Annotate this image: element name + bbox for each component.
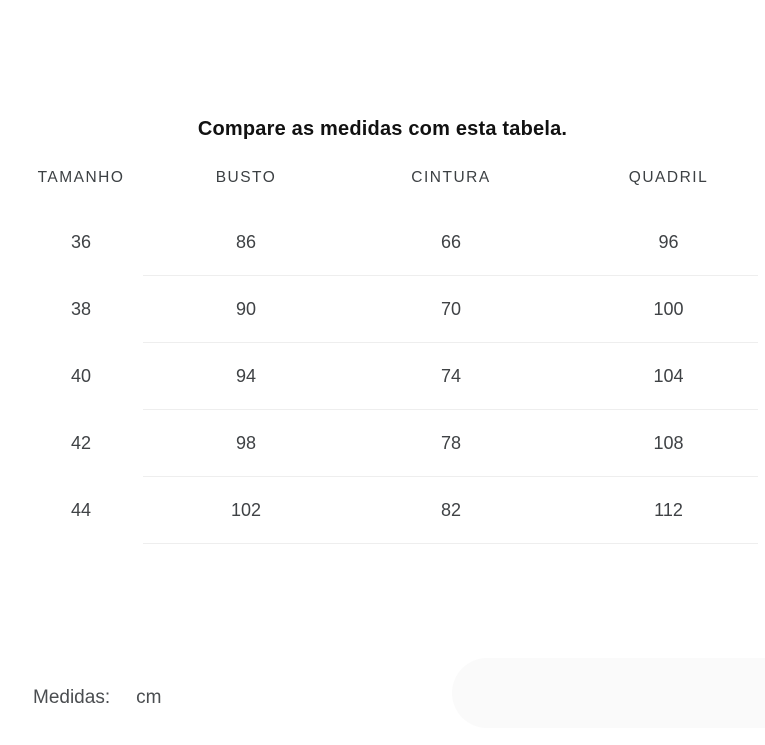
table-row: 38 90 70 100 (0, 276, 765, 343)
measurement-unit-value: cm (136, 687, 162, 708)
column-header-cintura: CINTURA (411, 169, 491, 186)
table-row: 36 86 66 96 (0, 209, 765, 276)
column-header-quadril: QUADRIL (628, 169, 709, 186)
table-row: 40 94 74 104 (0, 343, 765, 410)
table-header-row: TAMANHO BUSTO CINTURA QUADRIL (0, 160, 765, 196)
column-header-busto: BUSTO (215, 169, 277, 186)
table-cell-bust: 94 (235, 366, 257, 386)
table-row: 42 98 78 108 (0, 410, 765, 477)
table-cell-bust: 98 (235, 433, 257, 453)
table-cell-waist: 78 (440, 433, 462, 453)
table-cell-size: 38 (70, 299, 92, 319)
table-cell-size: 40 (70, 366, 92, 386)
size-table: 36 86 66 96 38 90 70 100 40 94 74 104 (0, 209, 765, 544)
rounded-pill-decoration (452, 658, 765, 728)
table-cell-waist: 66 (440, 232, 462, 252)
table-cell-size: 36 (70, 232, 92, 252)
table-cell-size: 42 (70, 433, 92, 453)
table-cell-bust: 86 (235, 232, 257, 252)
measurement-unit-note: Medidas: cm (33, 687, 161, 709)
table-row: 44 102 82 112 (0, 477, 765, 544)
column-header-tamanho: TAMANHO (37, 169, 125, 186)
table-cell-bust: 102 (230, 500, 262, 520)
table-cell-bust: 90 (235, 299, 257, 319)
table-cell-waist: 70 (440, 299, 462, 319)
table-cell-hip: 100 (653, 299, 684, 319)
measurement-unit-label: Medidas: (33, 687, 111, 708)
table-cell-hip: 104 (653, 366, 684, 386)
table-cell-hip: 96 (658, 232, 679, 252)
table-cell-hip: 108 (653, 433, 684, 453)
table-cell-size: 44 (70, 500, 92, 520)
table-cell-hip: 112 (654, 500, 683, 520)
page-title: Compare as medidas com esta tabela. (197, 118, 568, 140)
table-cell-waist: 82 (440, 500, 462, 520)
table-cell-waist: 74 (440, 366, 462, 386)
